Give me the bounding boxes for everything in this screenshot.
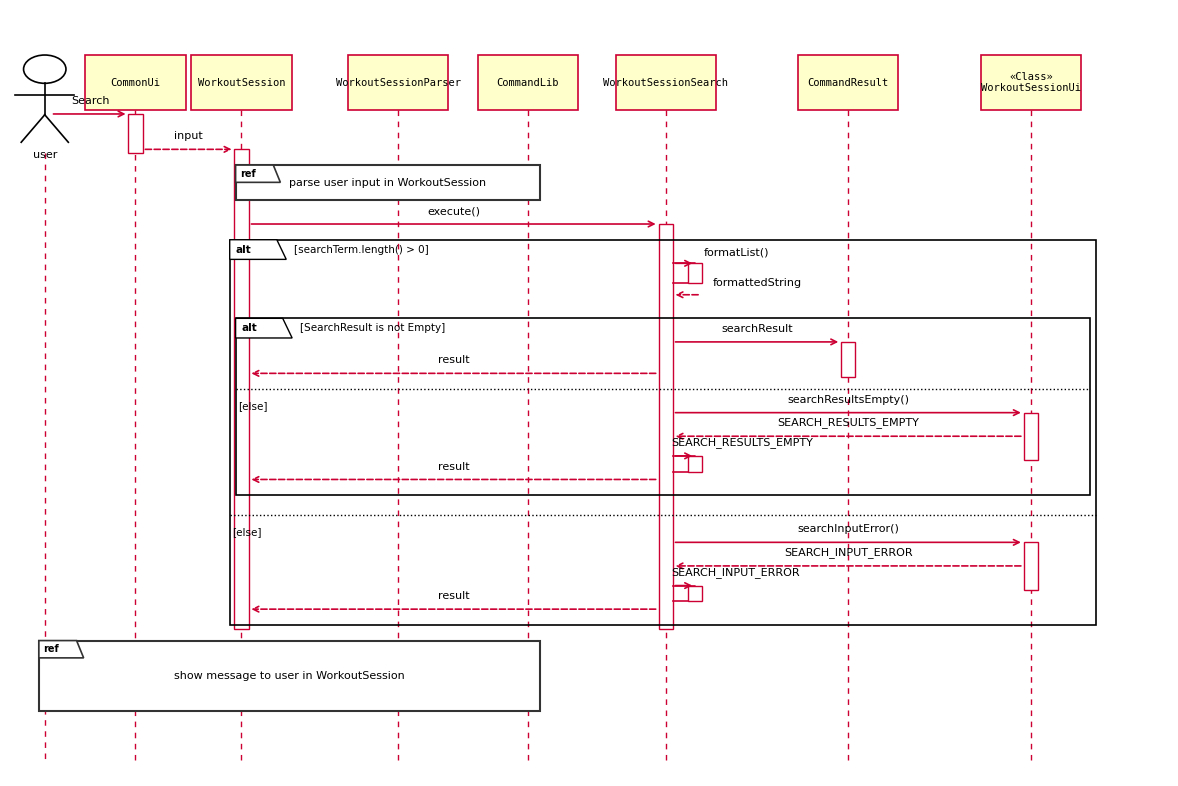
Bar (688, 263, 702, 283)
Text: parse user input in WorkoutSession: parse user input in WorkoutSession (289, 178, 487, 188)
Text: user: user (33, 150, 57, 160)
Text: searchInputError(): searchInputError() (798, 524, 899, 534)
Text: CommonUi: CommonUi (111, 78, 160, 87)
Text: ref: ref (44, 645, 59, 654)
Text: Search: Search (71, 96, 110, 106)
Text: searchResult: searchResult (721, 324, 793, 334)
Text: CommandLib: CommandLib (496, 78, 560, 87)
Bar (234, 149, 249, 629)
FancyBboxPatch shape (349, 55, 449, 110)
Polygon shape (236, 165, 280, 182)
Bar (688, 456, 702, 472)
Text: WorkoutSession: WorkoutSession (198, 78, 285, 87)
Text: formattedString: formattedString (713, 278, 802, 288)
Text: [else]: [else] (238, 401, 267, 411)
Polygon shape (39, 641, 84, 658)
Text: ref: ref (240, 169, 256, 178)
Text: execute(): execute() (428, 206, 479, 216)
Text: result: result (438, 461, 469, 472)
FancyBboxPatch shape (615, 55, 715, 110)
Polygon shape (236, 318, 292, 338)
FancyBboxPatch shape (86, 55, 186, 110)
Text: [SearchResult is not Empty]: [SearchResult is not Empty] (300, 323, 445, 333)
Text: WorkoutSessionParser: WorkoutSessionParser (336, 78, 461, 87)
Bar (236, 318, 1090, 495)
Text: formatList(): formatList() (703, 247, 769, 257)
Bar (659, 224, 673, 629)
Bar (128, 114, 143, 153)
Text: [searchTerm.length() > 0]: [searchTerm.length() > 0] (294, 244, 429, 255)
Text: searchResultsEmpty(): searchResultsEmpty() (787, 395, 909, 405)
Text: WorkoutSessionSearch: WorkoutSessionSearch (603, 78, 728, 87)
FancyBboxPatch shape (799, 55, 898, 110)
FancyBboxPatch shape (980, 55, 1081, 110)
Text: alt: alt (241, 323, 257, 333)
Bar (688, 586, 702, 601)
Text: result: result (438, 355, 469, 365)
Polygon shape (230, 240, 286, 259)
FancyBboxPatch shape (478, 55, 578, 110)
Bar (236, 165, 540, 200)
Bar (1024, 413, 1038, 460)
Text: SEARCH_RESULTS_EMPTY: SEARCH_RESULTS_EMPTY (777, 417, 919, 428)
Text: alt: alt (236, 244, 251, 255)
Text: show message to user in WorkoutSession: show message to user in WorkoutSession (174, 671, 404, 681)
Bar (841, 342, 855, 377)
Text: CommandResult: CommandResult (808, 78, 888, 87)
Text: [else]: [else] (232, 527, 262, 537)
Text: result: result (438, 591, 469, 601)
Bar (39, 641, 540, 711)
Text: input: input (174, 131, 203, 141)
Text: SEARCH_RESULTS_EMPTY: SEARCH_RESULTS_EMPTY (671, 437, 813, 448)
Text: SEARCH_INPUT_ERROR: SEARCH_INPUT_ERROR (783, 547, 913, 558)
Bar (1024, 542, 1038, 590)
Text: SEARCH_INPUT_ERROR: SEARCH_INPUT_ERROR (671, 567, 800, 578)
Bar (230, 240, 1096, 625)
FancyBboxPatch shape (191, 55, 292, 110)
Text: «Class»
WorkoutSessionUi: «Class» WorkoutSessionUi (981, 72, 1080, 94)
